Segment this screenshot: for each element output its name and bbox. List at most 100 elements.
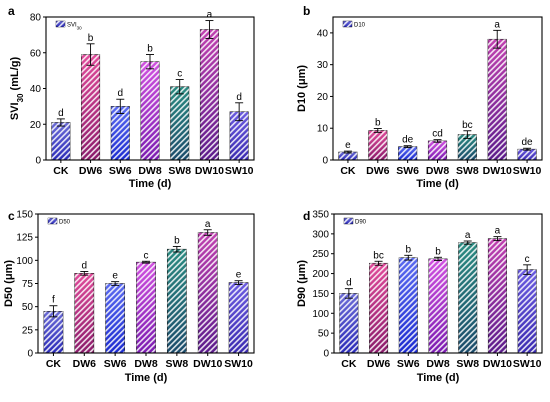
y-tick-label: 60 [30,48,42,59]
bar-hatch [229,282,249,353]
x-tick-label: SW6 [104,358,127,370]
y-tick-label: 20 [30,120,42,131]
panel-letter: b [303,4,310,18]
panel-d: d d CK bc DW6 b SW6 b DW8 a SW8 a DW10 c SW10 0 50 100 150… [296,209,543,384]
x-tick-label: SW10 [513,165,542,177]
significance-letter: e [236,270,242,281]
significance-letter: c [144,250,149,261]
x-tick-label: SW6 [396,165,419,177]
x-tick-label: SW10 [225,165,254,177]
significance-letter: d [346,278,352,289]
bar-hatch [428,140,447,160]
x-tick-label: SW6 [397,358,420,370]
x-tick-label: SW8 [456,358,479,370]
significance-letter: c [525,254,530,265]
significance-letter: d [118,88,124,99]
bar-hatch [487,39,507,160]
x-tick-label: DW8 [134,358,157,370]
x-tick-label: DW8 [138,165,161,177]
y-tick-label: 50 [22,302,34,313]
y-tick-label: 40 [30,84,42,95]
y-axis-title: D50 (μm) [3,260,15,307]
y-tick-label: 0 [35,156,41,167]
y-axis-title: D10 (μm) [296,65,308,112]
bar-hatch [517,269,537,353]
plot-frame [333,213,543,354]
bar-hatch [198,232,218,353]
bar-hatch [398,146,417,160]
x-tick-label: DW6 [79,165,102,177]
x-tick-label: SW8 [456,165,479,177]
x-axis-title: Time (d) [125,372,168,384]
significance-letter: a [494,19,500,30]
bar-hatch [167,249,187,353]
legend-swatch-hatch [344,218,353,224]
bar-hatch [74,273,94,353]
significance-letter: e [345,140,351,151]
y-tick-label: 250 [312,249,329,260]
x-tick-label: DW10 [483,358,512,370]
legend-swatch-hatch [343,21,352,27]
x-tick-label: SW8 [165,358,188,370]
x-tick-label: SW8 [168,165,191,177]
y-tick-label: 125 [16,233,33,244]
x-tick-label: DW6 [367,358,390,370]
bar-hatch [428,258,448,353]
significance-letter: bc [462,120,473,131]
significance-letter: cd [432,129,443,140]
significance-letter: b [88,33,94,44]
significance-letter: e [112,271,118,282]
x-tick-label: DW8 [426,358,449,370]
bar-hatch [111,106,130,160]
y-tick-label: 300 [312,229,329,240]
y-tick-label: 30 [317,60,329,71]
significance-letter: b [147,44,153,55]
significance-letter: a [465,230,471,241]
x-axis-title: Time (d) [129,178,172,190]
x-axis-title: Time (d) [416,178,459,190]
significance-letter: bc [373,250,384,261]
significance-letter: b [174,235,180,246]
y-tick-label: 100 [312,309,329,320]
x-tick-label: DW10 [193,358,222,370]
x-tick-label: DW6 [366,165,389,177]
significance-letter: f [52,295,55,306]
bar-hatch [105,283,125,353]
y-tick-label: 150 [312,289,329,300]
y-tick-label: 10 [317,124,329,135]
significance-letter: a [207,10,213,21]
y-tick-label: 100 [16,256,33,267]
y-tick-label: 150 [16,210,33,221]
panel-letter: c [8,209,15,223]
x-tick-label: DW6 [73,358,96,370]
y-tick-label: 0 [27,349,33,360]
bar-hatch [517,149,537,160]
significance-letter: b [375,118,381,129]
bar-hatch [368,130,388,160]
bar-hatch [140,61,160,160]
x-tick-label: SW10 [513,358,542,370]
x-tick-label: DW10 [195,165,224,177]
panel-letter: d [303,209,310,223]
bar-hatch [458,134,477,160]
x-tick-label: DW10 [483,165,512,177]
bar-hatch [229,111,249,160]
legend-label: D50 [59,220,71,226]
significance-letter: d [236,92,242,103]
panel-a: a d CK b DW6 d SW6 b DW8 c SW8 a DW10 d SW10 0 20 40 60 80 T… [8,4,255,190]
bar-hatch [43,311,63,353]
bar-hatch [339,293,359,353]
bar-hatch [369,263,388,353]
y-tick-label: 0 [323,349,329,360]
significance-letter: c [177,69,182,80]
significance-letter: de [402,135,414,146]
x-axis-title: Time (d) [417,372,460,384]
y-tick-label: 40 [317,28,329,39]
plot-frame [332,16,543,161]
legend-swatch-hatch [56,21,65,27]
significance-letter: b [435,246,441,257]
significance-letter: a [205,219,211,230]
legend-label: D10 [354,23,366,29]
legend-swatch-hatch [48,218,57,224]
